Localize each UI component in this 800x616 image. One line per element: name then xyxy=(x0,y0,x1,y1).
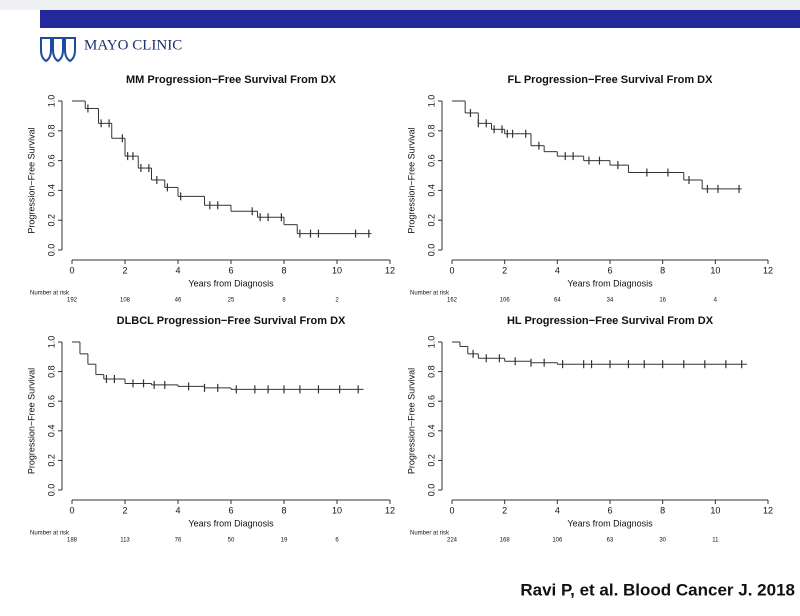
x-tick-label: 0 xyxy=(69,265,74,275)
at-risk-count: 25 xyxy=(228,298,235,304)
x-axis-label: Years from Diagnosis xyxy=(567,518,653,528)
x-tick-label: 4 xyxy=(175,265,180,275)
at-risk-count: 30 xyxy=(659,538,666,544)
y-tick-label: 0.6 xyxy=(46,154,56,167)
at-risk-count: 6 xyxy=(335,538,339,544)
at-risk-count: 19 xyxy=(281,538,288,544)
y-tick-label: 0.0 xyxy=(46,244,56,257)
x-tick-label: 4 xyxy=(555,505,560,515)
y-tick-label: 1.0 xyxy=(426,95,436,108)
x-tick-label: 10 xyxy=(332,265,342,275)
chart-title: FL Progression−Free Survival From DX xyxy=(508,74,714,86)
y-tick-label: 0.2 xyxy=(426,454,436,467)
x-tick-label: 6 xyxy=(228,265,233,275)
y-tick-label: 0.6 xyxy=(46,395,56,408)
x-tick-label: 8 xyxy=(660,505,665,515)
x-tick-label: 10 xyxy=(332,505,342,515)
x-tick-label: 0 xyxy=(449,265,454,275)
x-tick-label: 8 xyxy=(281,265,286,275)
y-tick-label: 0.6 xyxy=(426,395,436,408)
chart-title: DLBCL Progression−Free Survival From DX xyxy=(117,315,346,327)
x-tick-label: 6 xyxy=(228,505,233,515)
x-axis-label: Years from Diagnosis xyxy=(188,278,274,288)
risk-label: Number at risk xyxy=(30,531,70,537)
x-tick-label: 2 xyxy=(122,505,127,515)
y-axis-label: Progression−Free Survival xyxy=(406,368,416,474)
at-risk-count: 162 xyxy=(447,298,458,304)
x-tick-label: 4 xyxy=(175,505,180,515)
x-tick-label: 12 xyxy=(763,505,773,515)
y-axis-label: Progression−Free Survival xyxy=(26,368,36,474)
x-axis-label: Years from Diagnosis xyxy=(567,278,653,288)
risk-label: Number at risk xyxy=(410,531,450,537)
y-tick-label: 0.0 xyxy=(426,244,436,257)
y-axis-label: Progression−Free Survival xyxy=(26,127,36,233)
x-tick-label: 2 xyxy=(502,265,507,275)
y-tick-label: 0.4 xyxy=(426,184,436,197)
y-axis-label: Progression−Free Survival xyxy=(406,127,416,233)
x-axis-label: Years from Diagnosis xyxy=(188,518,274,528)
at-risk-count: 2 xyxy=(335,298,339,304)
x-tick-label: 10 xyxy=(710,265,720,275)
risk-label: Number at risk xyxy=(410,291,450,297)
y-tick-label: 0.2 xyxy=(46,214,56,227)
y-tick-label: 0.6 xyxy=(426,154,436,167)
at-risk-count: 8 xyxy=(282,298,286,304)
x-tick-label: 8 xyxy=(281,505,286,515)
x-tick-label: 12 xyxy=(763,265,773,275)
at-risk-count: 11 xyxy=(712,538,719,544)
x-tick-label: 4 xyxy=(555,265,560,275)
at-risk-count: 63 xyxy=(607,538,614,544)
y-tick-label: 0.4 xyxy=(426,425,436,438)
y-tick-label: 0.0 xyxy=(426,484,436,497)
y-tick-label: 0.8 xyxy=(426,365,436,378)
y-tick-label: 1.0 xyxy=(426,336,436,349)
at-risk-count: 46 xyxy=(175,298,182,304)
x-tick-label: 12 xyxy=(385,265,395,275)
x-tick-label: 0 xyxy=(449,505,454,515)
chart-title: HL Progression−Free Survival From DX xyxy=(507,315,714,327)
y-tick-label: 0.8 xyxy=(426,125,436,138)
at-risk-count: 168 xyxy=(500,538,511,544)
at-risk-count: 108 xyxy=(120,298,131,304)
x-tick-label: 8 xyxy=(660,265,665,275)
logo-text: MAYO CLINIC xyxy=(84,37,182,53)
at-risk-count: 106 xyxy=(552,538,563,544)
x-tick-label: 2 xyxy=(122,265,127,275)
y-tick-label: 0.4 xyxy=(46,425,56,438)
at-risk-count: 224 xyxy=(447,538,458,544)
citation: Ravi P, et al. Blood Cancer J. 2018 xyxy=(520,580,795,599)
logo-mark xyxy=(40,37,76,63)
x-tick-label: 6 xyxy=(607,505,612,515)
y-tick-label: 0.2 xyxy=(46,454,56,467)
y-tick-label: 0.8 xyxy=(46,365,56,378)
y-tick-label: 0.0 xyxy=(46,484,56,497)
at-risk-count: 106 xyxy=(500,298,511,304)
top-strip xyxy=(0,0,800,10)
at-risk-count: 64 xyxy=(554,298,561,304)
at-risk-count: 188 xyxy=(67,538,78,544)
y-tick-label: 0.4 xyxy=(46,184,56,197)
y-tick-label: 0.8 xyxy=(46,125,56,138)
at-risk-count: 113 xyxy=(120,538,130,544)
x-tick-label: 12 xyxy=(385,505,395,515)
at-risk-count: 16 xyxy=(659,298,666,304)
x-tick-label: 0 xyxy=(69,505,74,515)
risk-label: Number at risk xyxy=(30,291,70,297)
header-bar xyxy=(40,10,800,28)
chart-title: MM Progression−Free Survival From DX xyxy=(126,74,337,86)
y-tick-label: 1.0 xyxy=(46,95,56,108)
at-risk-count: 192 xyxy=(67,298,78,304)
at-risk-count: 76 xyxy=(175,538,182,544)
at-risk-count: 50 xyxy=(228,538,235,544)
at-risk-count: 4 xyxy=(714,298,718,304)
x-tick-label: 2 xyxy=(502,505,507,515)
x-tick-label: 10 xyxy=(710,505,720,515)
at-risk-count: 34 xyxy=(607,298,614,304)
y-tick-label: 1.0 xyxy=(46,336,56,349)
y-tick-label: 0.2 xyxy=(426,214,436,227)
x-tick-label: 6 xyxy=(607,265,612,275)
